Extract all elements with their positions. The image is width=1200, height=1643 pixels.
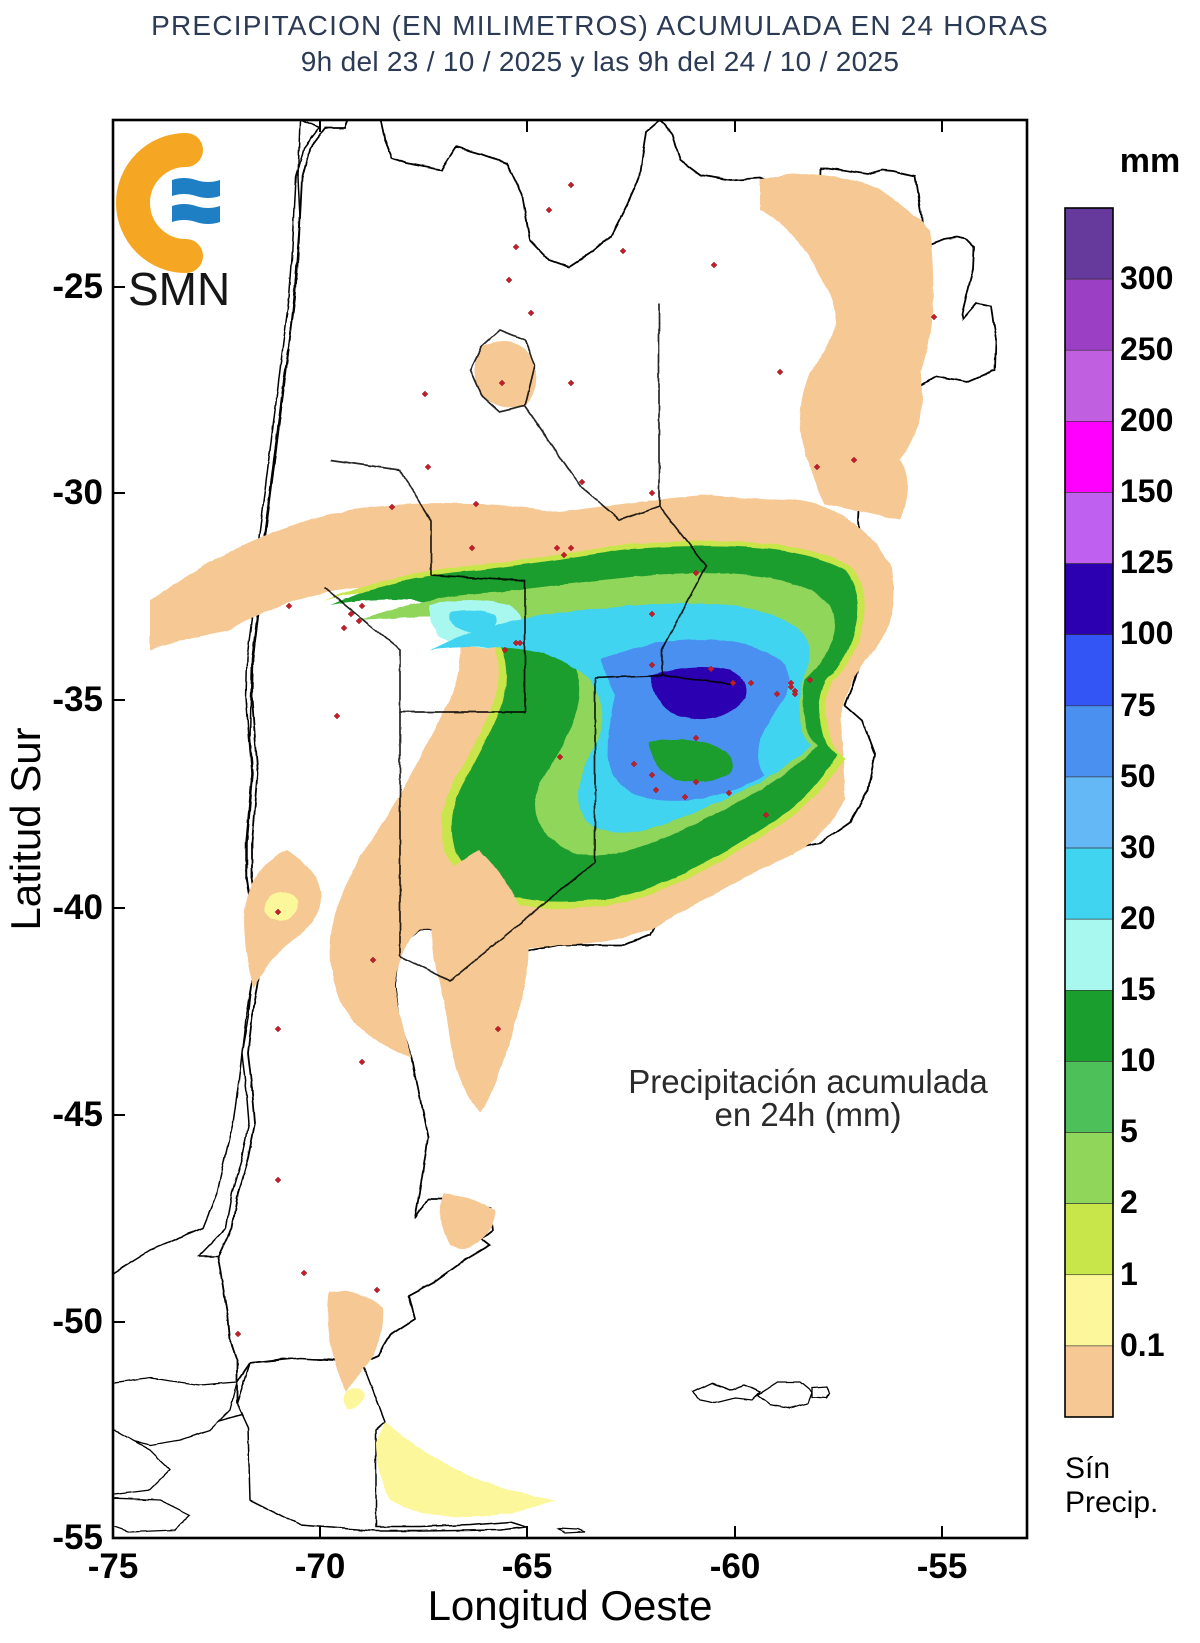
- svg-text:-55: -55: [52, 1518, 103, 1557]
- svg-text:200: 200: [1120, 402, 1173, 438]
- svg-text:-30: -30: [52, 473, 103, 512]
- svg-text:mm: mm: [1120, 142, 1180, 180]
- svg-text:-25: -25: [52, 267, 103, 306]
- svg-text:0.1: 0.1: [1120, 1327, 1164, 1363]
- svg-text:5: 5: [1120, 1113, 1138, 1149]
- svg-text:30: 30: [1120, 829, 1156, 865]
- svg-text:en 24h (mm): en 24h (mm): [714, 1096, 901, 1133]
- svg-text:-70: -70: [295, 1547, 346, 1586]
- svg-text:1: 1: [1120, 1256, 1138, 1292]
- svg-text:Longitud Oeste: Longitud Oeste: [428, 1582, 713, 1629]
- svg-text:SMN: SMN: [128, 263, 230, 315]
- svg-text:20: 20: [1120, 900, 1156, 936]
- svg-text:Precip.: Precip.: [1065, 1486, 1158, 1519]
- svg-text:Sín: Sín: [1065, 1452, 1110, 1485]
- svg-text:Precipitación acumulada: Precipitación acumulada: [628, 1063, 988, 1100]
- svg-text:15: 15: [1120, 971, 1156, 1007]
- svg-text:Latitud Sur: Latitud Sur: [2, 727, 49, 930]
- svg-text:50: 50: [1120, 758, 1156, 794]
- svg-text:2: 2: [1120, 1184, 1138, 1220]
- svg-text:150: 150: [1120, 473, 1173, 509]
- svg-text:125: 125: [1120, 544, 1173, 580]
- svg-text:100: 100: [1120, 615, 1173, 651]
- svg-text:-45: -45: [52, 1095, 103, 1134]
- svg-text:-65: -65: [502, 1547, 553, 1586]
- svg-text:75: 75: [1120, 687, 1156, 723]
- svg-text:-40: -40: [52, 888, 103, 927]
- svg-text:250: 250: [1120, 331, 1173, 367]
- svg-text:10: 10: [1120, 1042, 1156, 1078]
- svg-text:-50: -50: [52, 1302, 103, 1341]
- svg-text:-35: -35: [52, 680, 103, 719]
- svg-text:300: 300: [1120, 260, 1173, 296]
- svg-text:-55: -55: [917, 1547, 968, 1586]
- svg-text:-60: -60: [710, 1547, 761, 1586]
